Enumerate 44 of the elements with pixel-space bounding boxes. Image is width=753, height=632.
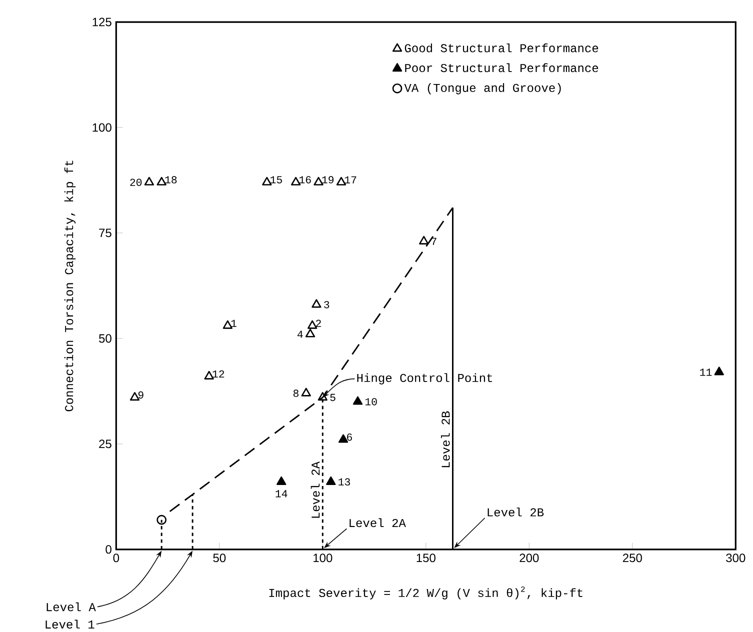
annotation: Level 2B [440, 412, 450, 468]
annotation: 13 [338, 478, 350, 486]
annotation: 5 [330, 394, 336, 402]
x-axis-title: Impact Severity = 1/2 W/g (V sin θ)$^{2}$, kip-ft [269, 586, 582, 600]
annotation: 1 [231, 320, 236, 328]
y-tick-label: 100 [92, 123, 112, 132]
y-tick-label: 0 [106, 545, 112, 554]
annotation: Level 2A [310, 462, 320, 518]
y-tick-label: 75 [99, 229, 112, 238]
annotation: 3 [324, 301, 330, 309]
annotation: 10 [365, 398, 377, 406]
annotation: 18 [165, 176, 177, 184]
annotation: 12 [212, 370, 224, 378]
annotation: Hinge Control Point [357, 373, 492, 385]
annotation: 20 [130, 178, 142, 186]
annotation: 16 [300, 176, 311, 184]
legend-label: VA (Tongue and Groove) [404, 83, 561, 95]
annotation: Level A [46, 602, 96, 612]
annotation: Level 2B [488, 508, 544, 517]
legend-label: Poor Structural Performance [405, 64, 598, 72]
x-tick-label: 250 [622, 554, 642, 562]
x-tick-label: 100 [314, 554, 332, 562]
x-tick-label: 0 [113, 554, 120, 562]
annotation: 9 [138, 392, 144, 399]
annotation: Level 1 [46, 620, 94, 629]
x-tick-label: 150 [416, 554, 436, 562]
x-tick-label: 200 [520, 554, 539, 562]
annotation: 2 [316, 320, 321, 328]
annotation: 11 [700, 368, 712, 376]
y-tick-label: 50 [99, 334, 112, 343]
y-tick-label: 125 [92, 18, 112, 27]
annotation: 14 [276, 490, 288, 498]
x-tick-label: 50 [213, 554, 226, 562]
y-axis-title: Connection Torsion Capacity, kip ft [64, 161, 76, 412]
annotation: Level 2A [350, 518, 406, 528]
annotation: 6 [347, 434, 352, 442]
annotation: 8 [293, 390, 298, 398]
annotation: 15 [270, 176, 282, 184]
annotation: 4 [297, 330, 303, 338]
annotation: 17 [344, 176, 356, 184]
x-tick-label: 300 [726, 554, 746, 562]
annotation: 19 [322, 176, 334, 184]
legend-label: Good Structural Performance [404, 44, 598, 53]
y-tick-label: 25 [99, 440, 112, 448]
